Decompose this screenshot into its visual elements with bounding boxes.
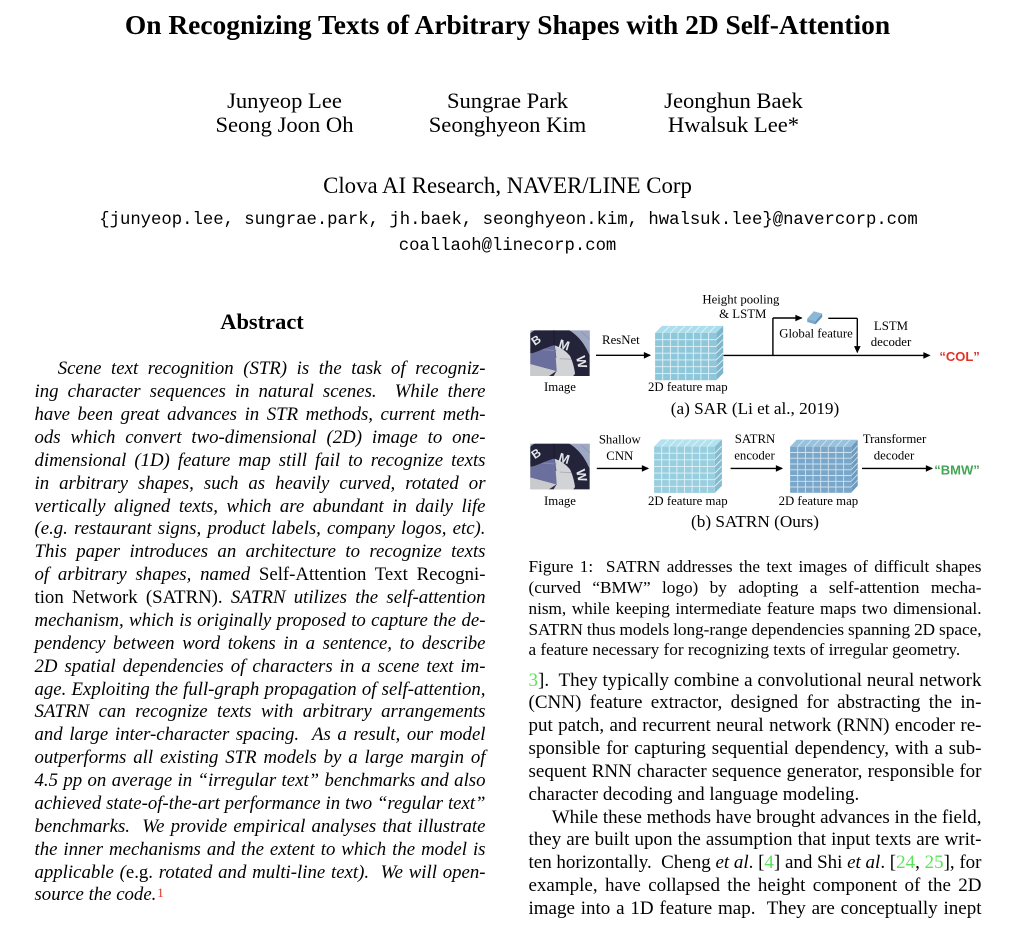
svg-text:& LSTM: & LSTM: [719, 307, 766, 321]
svg-text:Transformer: Transformer: [863, 432, 927, 446]
svg-text:encoder: encoder: [734, 449, 775, 463]
svg-text:decoder: decoder: [874, 449, 915, 463]
svg-text:SATRN: SATRN: [735, 432, 776, 446]
svg-text:“COL”: “COL”: [939, 349, 979, 364]
svg-text:M: M: [557, 450, 572, 467]
svg-text:Global feature: Global feature: [779, 327, 853, 341]
svg-text:(a) SAR (Li et al., 2019): (a) SAR (Li et al., 2019): [671, 399, 840, 418]
svg-text:decoder: decoder: [871, 335, 912, 349]
svg-text:2D feature map: 2D feature map: [779, 494, 859, 508]
svg-text:Shallow: Shallow: [599, 432, 642, 446]
svg-text:LSTM: LSTM: [874, 319, 908, 333]
svg-text:CNN: CNN: [606, 449, 633, 463]
svg-text:2D feature map: 2D feature map: [648, 494, 728, 508]
svg-text:Image: Image: [544, 380, 576, 394]
svg-text:2D feature map: 2D feature map: [648, 380, 728, 394]
svg-text:ResNet: ResNet: [602, 333, 640, 347]
svg-text:(b) SATRN (Ours): (b) SATRN (Ours): [691, 512, 819, 531]
svg-text:Image: Image: [544, 494, 576, 508]
svg-text:Height pooling: Height pooling: [702, 292, 780, 306]
svg-text:W: W: [573, 355, 590, 371]
svg-text:W: W: [573, 468, 590, 484]
svg-text:“BMW”: “BMW”: [934, 463, 980, 478]
svg-text:M: M: [557, 336, 572, 353]
